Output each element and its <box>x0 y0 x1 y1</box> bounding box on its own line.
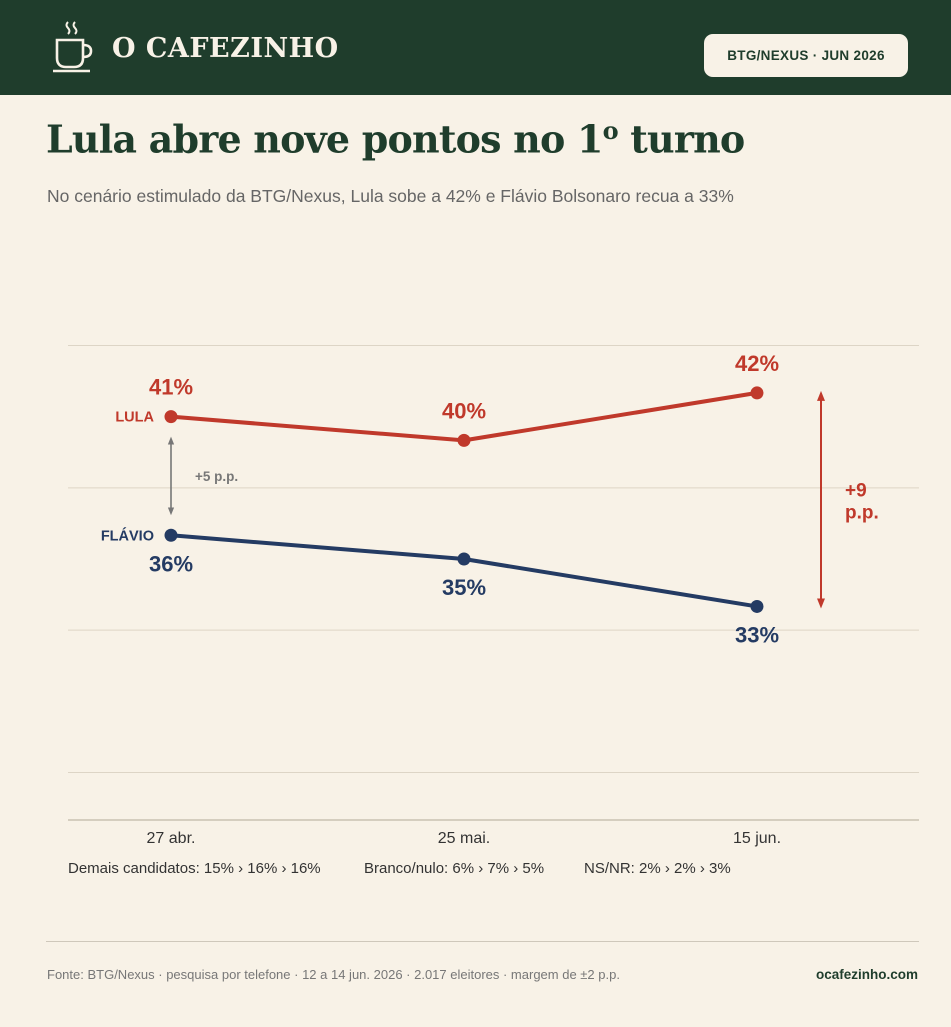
source-badge: BTG/NEXUS · JUN 2026 <box>704 34 908 77</box>
lula-point <box>457 433 471 447</box>
lula-point <box>750 386 764 400</box>
x-tick-label: 27 abr. <box>147 830 196 847</box>
lula-point <box>164 410 178 424</box>
others-stat: Branco/nulo: 6% › 7% › 5% <box>364 860 544 877</box>
title-ordinal: o <box>602 116 619 145</box>
flavio-data-label: 33% <box>735 622 779 647</box>
lula-data-label: 40% <box>442 398 486 423</box>
flavio-data-label: 35% <box>442 575 486 600</box>
flavio-point <box>164 528 178 542</box>
gap-end-label-line2: p.p. <box>845 503 879 524</box>
source-note: Fonte: BTG/Nexus · pesquisa por telefone… <box>47 967 620 982</box>
line-chart: 27 abr. 25 mai. 15 jun. 41% 40% 42% LULA 36% 35%… <box>68 344 919 877</box>
header-bar: O CAFEZINHO BTG/NEXUS · JUN 2026 <box>0 0 951 95</box>
x-tick-label: 15 jun. <box>733 830 781 847</box>
coffee-cup-icon <box>53 21 93 73</box>
x-tick-label: 25 mai. <box>438 830 490 847</box>
title-text-end: turno <box>617 116 745 162</box>
flavio-point <box>457 552 471 566</box>
page-title: Lula abre nove pontos no 1o turno <box>46 116 745 162</box>
gap-end-label-line1: +9 <box>845 481 867 502</box>
flavio-point <box>750 599 764 613</box>
lula-series-label: LULA <box>115 410 154 426</box>
title-text: Lula abre nove pontos no 1 <box>46 116 603 162</box>
brand-name: O CAFEZINHO <box>112 33 339 64</box>
lula-data-label: 41% <box>149 375 193 400</box>
others-stat: Demais candidatos: 15% › 16% › 16% <box>68 860 321 877</box>
site-link[interactable]: ocafezinho.com <box>815 967 918 982</box>
others-stat: NS/NR: 2% › 2% › 3% <box>584 860 731 877</box>
flavio-data-label: 36% <box>149 551 193 576</box>
flavio-series-label: FLÁVIO <box>101 527 154 544</box>
footer-divider <box>46 941 919 942</box>
gap-start-label: +5 p.p. <box>195 469 238 484</box>
lula-data-label: 42% <box>735 351 779 376</box>
page-subtitle: No cenário estimulado da BTG/Nexus, Lula… <box>47 186 734 206</box>
